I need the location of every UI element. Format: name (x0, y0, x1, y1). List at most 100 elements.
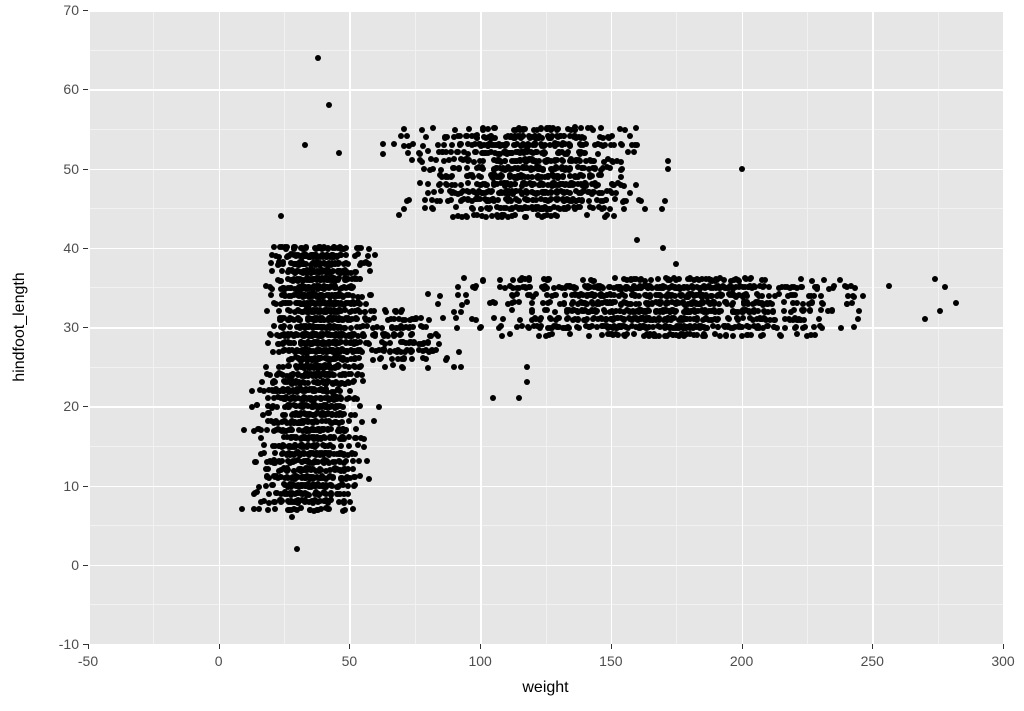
scatter-point (631, 331, 637, 337)
scatter-point (567, 166, 573, 172)
scatter-point (484, 142, 490, 148)
scatter-point (305, 403, 311, 409)
scatter-point (308, 475, 314, 481)
scatter-point (331, 307, 337, 313)
scatter-point (726, 316, 732, 322)
scatter-point (320, 371, 326, 377)
scatter-point (480, 125, 486, 131)
scatter-point (291, 452, 297, 458)
scatter-point (313, 395, 319, 401)
scatter-point (343, 245, 349, 251)
scatter-point (598, 284, 604, 290)
scatter-point (341, 452, 347, 458)
scatter-point (258, 427, 264, 433)
scatter-point (313, 450, 319, 456)
scatter-point (491, 315, 497, 321)
scatter-point (718, 308, 724, 314)
scatter-point (767, 317, 773, 323)
scatter-point (678, 293, 684, 299)
scatter-point (280, 395, 286, 401)
scatter-point (448, 197, 454, 203)
scatter-point (524, 364, 530, 370)
scatter-point (793, 324, 799, 330)
scatter-point (706, 276, 712, 282)
scatter-point (495, 214, 501, 220)
scatter-point (379, 347, 385, 353)
scatter-point (603, 197, 609, 203)
scatter-point (326, 102, 332, 108)
scatter-point (409, 331, 415, 337)
scatter-point (580, 173, 586, 179)
scatter-point (476, 173, 482, 179)
scatter-point (627, 190, 633, 196)
y-tick-label: -10 (59, 636, 79, 652)
scatter-point (527, 284, 533, 290)
scatter-point (478, 324, 484, 330)
scatter-point (317, 262, 323, 268)
scatter-point (542, 307, 548, 313)
scatter-point (285, 404, 291, 410)
scatter-point (353, 348, 359, 354)
scatter-point (598, 125, 604, 131)
scatter-point (327, 482, 333, 488)
scatter-point (642, 206, 648, 212)
scatter-point (576, 149, 582, 155)
scatter-point (313, 324, 319, 330)
scatter-point (691, 316, 697, 322)
scatter-point (497, 284, 503, 290)
scatter-point (256, 484, 262, 490)
scatter-point (598, 172, 604, 178)
scatter-point (340, 434, 346, 440)
scatter-point (277, 278, 283, 284)
scatter-point (528, 181, 534, 187)
scatter-point (826, 286, 832, 292)
scatter-point (501, 212, 507, 218)
scatter-point (449, 173, 455, 179)
scatter-point (401, 126, 407, 132)
scatter-point (517, 317, 523, 323)
scatter-point (355, 442, 361, 448)
scatter-point (258, 451, 264, 457)
scatter-point (332, 292, 338, 298)
scatter-point (739, 166, 745, 172)
scatter-point (426, 317, 432, 323)
scatter-point (600, 293, 606, 299)
scatter-point (554, 197, 560, 203)
scatter-point (772, 293, 778, 299)
scatter-point (313, 403, 319, 409)
scatter-point (282, 244, 288, 250)
scatter-point (743, 291, 749, 297)
scatter-point (314, 435, 320, 441)
scatter-point (819, 300, 825, 306)
scatter-point (316, 355, 322, 361)
gridline (1003, 10, 1005, 644)
scatter-point (458, 141, 464, 147)
scatter-point (513, 188, 519, 194)
scatter-point (553, 317, 559, 323)
scatter-point (654, 285, 660, 291)
scatter-point (635, 317, 641, 323)
scatter-point (270, 482, 276, 488)
scatter-point (555, 324, 561, 330)
scatter-point (366, 261, 372, 267)
scatter-point (417, 151, 423, 157)
scatter-point (505, 164, 511, 170)
scatter-point (573, 285, 579, 291)
scatter-point (695, 301, 701, 307)
scatter-point (292, 244, 298, 250)
scatter-point (298, 245, 304, 251)
scatter-point (837, 277, 843, 283)
scatter-point (269, 405, 275, 411)
scatter-point (412, 316, 418, 322)
scatter-point (296, 467, 302, 473)
scatter-point (391, 141, 397, 147)
x-tick-mark (349, 644, 350, 649)
x-tick-mark (742, 644, 743, 649)
scatter-point (317, 498, 323, 504)
scatter-point (267, 458, 273, 464)
scatter-point (544, 157, 550, 163)
scatter-point (516, 299, 522, 305)
y-tick-mark (83, 327, 88, 328)
scatter-point (452, 190, 458, 196)
scatter-point (314, 283, 320, 289)
